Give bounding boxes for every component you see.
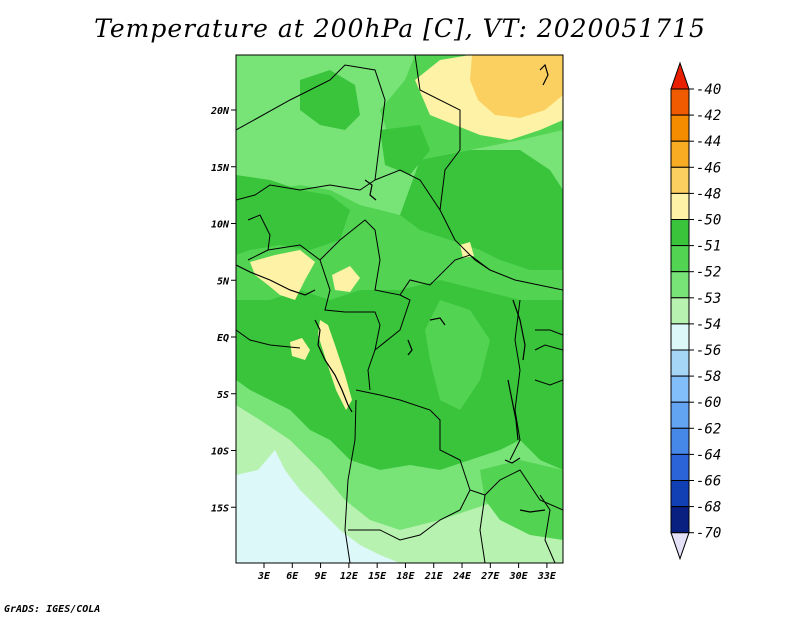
colorbar-swatch — [670, 480, 690, 508]
colorbar-label: -62 — [696, 421, 721, 437]
lon-tick-label: 21E — [424, 571, 444, 582]
colorbar-swatch — [670, 375, 690, 403]
lat-tick-label: 15N — [211, 163, 230, 174]
colorbar-swatch — [670, 114, 690, 142]
colorbar-swatch — [670, 166, 690, 194]
colorbar-swatch — [670, 192, 690, 220]
colorbar-swatch — [670, 271, 690, 299]
field-dark-north-2 — [236, 175, 350, 255]
colorbar-swatch — [670, 349, 690, 377]
colorbar-swatch — [670, 219, 690, 247]
colorbar-label: -42 — [696, 108, 721, 124]
colorbar-label: -54 — [696, 317, 721, 333]
colorbar-label: -60 — [696, 395, 721, 411]
field-mid-basin — [425, 300, 490, 410]
colorbar-swatch — [670, 323, 690, 351]
colorbar-swatch — [670, 297, 690, 325]
map-title: Temperature at 200hPa [C], VT: 202005171… — [94, 14, 706, 43]
colorbar-label: -51 — [696, 239, 721, 255]
colorbar-label: -70 — [696, 526, 721, 542]
lon-tick-label: 15E — [368, 571, 387, 582]
country-borders — [236, 55, 563, 563]
colorbar-label: -53 — [696, 291, 721, 307]
colorbar-bottom-arrow — [670, 532, 690, 561]
colorbar-label: -46 — [696, 160, 721, 176]
plot-frame — [235, 54, 564, 564]
colorbar-label: -64 — [696, 447, 721, 463]
lat-tick-label: 5N — [217, 276, 230, 287]
colorbar-swatch — [670, 140, 690, 168]
colorbar-swatch — [670, 427, 690, 455]
lon-tick-label: 33E — [537, 571, 557, 582]
colorbar-swatch — [670, 88, 690, 116]
lat-tick-label: 15S — [211, 503, 229, 514]
lon-tick-label: 18E — [396, 571, 415, 582]
colorbar-label: -58 — [696, 369, 721, 385]
colorbar-label: -44 — [696, 134, 721, 150]
lon-tick-label: 6E — [286, 571, 299, 582]
field-dark-north-3 — [400, 150, 563, 270]
colorbar-swatch — [670, 245, 690, 273]
lat-tick-label: EQ — [217, 333, 229, 344]
field-yellow-pale-c — [460, 242, 474, 258]
lon-tick-label: 24E — [452, 571, 472, 582]
colorbar-label: -50 — [696, 213, 721, 229]
lat-tick-label: 10N — [211, 220, 230, 231]
field-yellow-pale-w2 — [332, 266, 360, 292]
colorbar-label: -68 — [696, 500, 721, 516]
field-yellow-pale-w1 — [250, 250, 315, 300]
lat-tick-label: 5S — [217, 390, 229, 401]
temperature-field — [236, 55, 563, 563]
lon-tick-label: 9E — [315, 571, 328, 582]
colorbar-swatch — [670, 401, 690, 429]
lat-tick-label: 20N — [210, 106, 230, 117]
field-cyan-southwest — [236, 450, 400, 563]
colorbar-label: -48 — [696, 186, 721, 202]
field-yellow-ne — [470, 55, 563, 118]
colorbar-swatch — [670, 453, 690, 481]
lon-tick-label: 12E — [340, 571, 359, 582]
lon-tick-label: 30E — [509, 571, 529, 582]
lat-tick-label: 10S — [211, 447, 229, 458]
lon-tick-label: 27E — [480, 571, 500, 582]
lon-tick-label: 3E — [257, 571, 271, 582]
colorbar-label: -40 — [696, 82, 721, 98]
colorbar: -40 -42 -44 -46 -48 -50 -51 -52 -53 -54 -56 -58 -60 -… — [670, 61, 721, 561]
field-dark-north-1 — [300, 70, 360, 130]
field-dark-north-4 — [380, 125, 430, 175]
colorbar-label: -52 — [696, 265, 721, 281]
field-yellow-pale-w4 — [318, 320, 352, 410]
colorbar-label: -56 — [696, 343, 721, 359]
axis-ticks: 20N 15N 10N 5N EQ 5S 10S 15S 3E 6E 9E 12E 15E 18E 21E 2… — [210, 106, 557, 582]
colorbar-label: -66 — [696, 474, 721, 490]
colorbar-swatch — [670, 506, 690, 534]
coastlines — [236, 63, 549, 513]
colorbar-top-arrow — [670, 61, 690, 90]
grads-credit: GrADS: IGES/COLA — [4, 604, 101, 615]
field-yellow-pale-w3 — [290, 338, 310, 360]
